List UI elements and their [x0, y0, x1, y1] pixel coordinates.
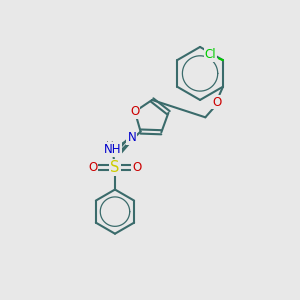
Text: O: O: [88, 161, 98, 174]
Text: H: H: [106, 141, 114, 151]
Text: Cl: Cl: [205, 48, 217, 62]
Text: N: N: [128, 131, 136, 144]
Text: O: O: [130, 105, 140, 118]
Text: O: O: [212, 95, 221, 109]
Text: S: S: [110, 160, 120, 175]
Text: O: O: [132, 161, 142, 174]
Text: NH: NH: [104, 143, 122, 156]
